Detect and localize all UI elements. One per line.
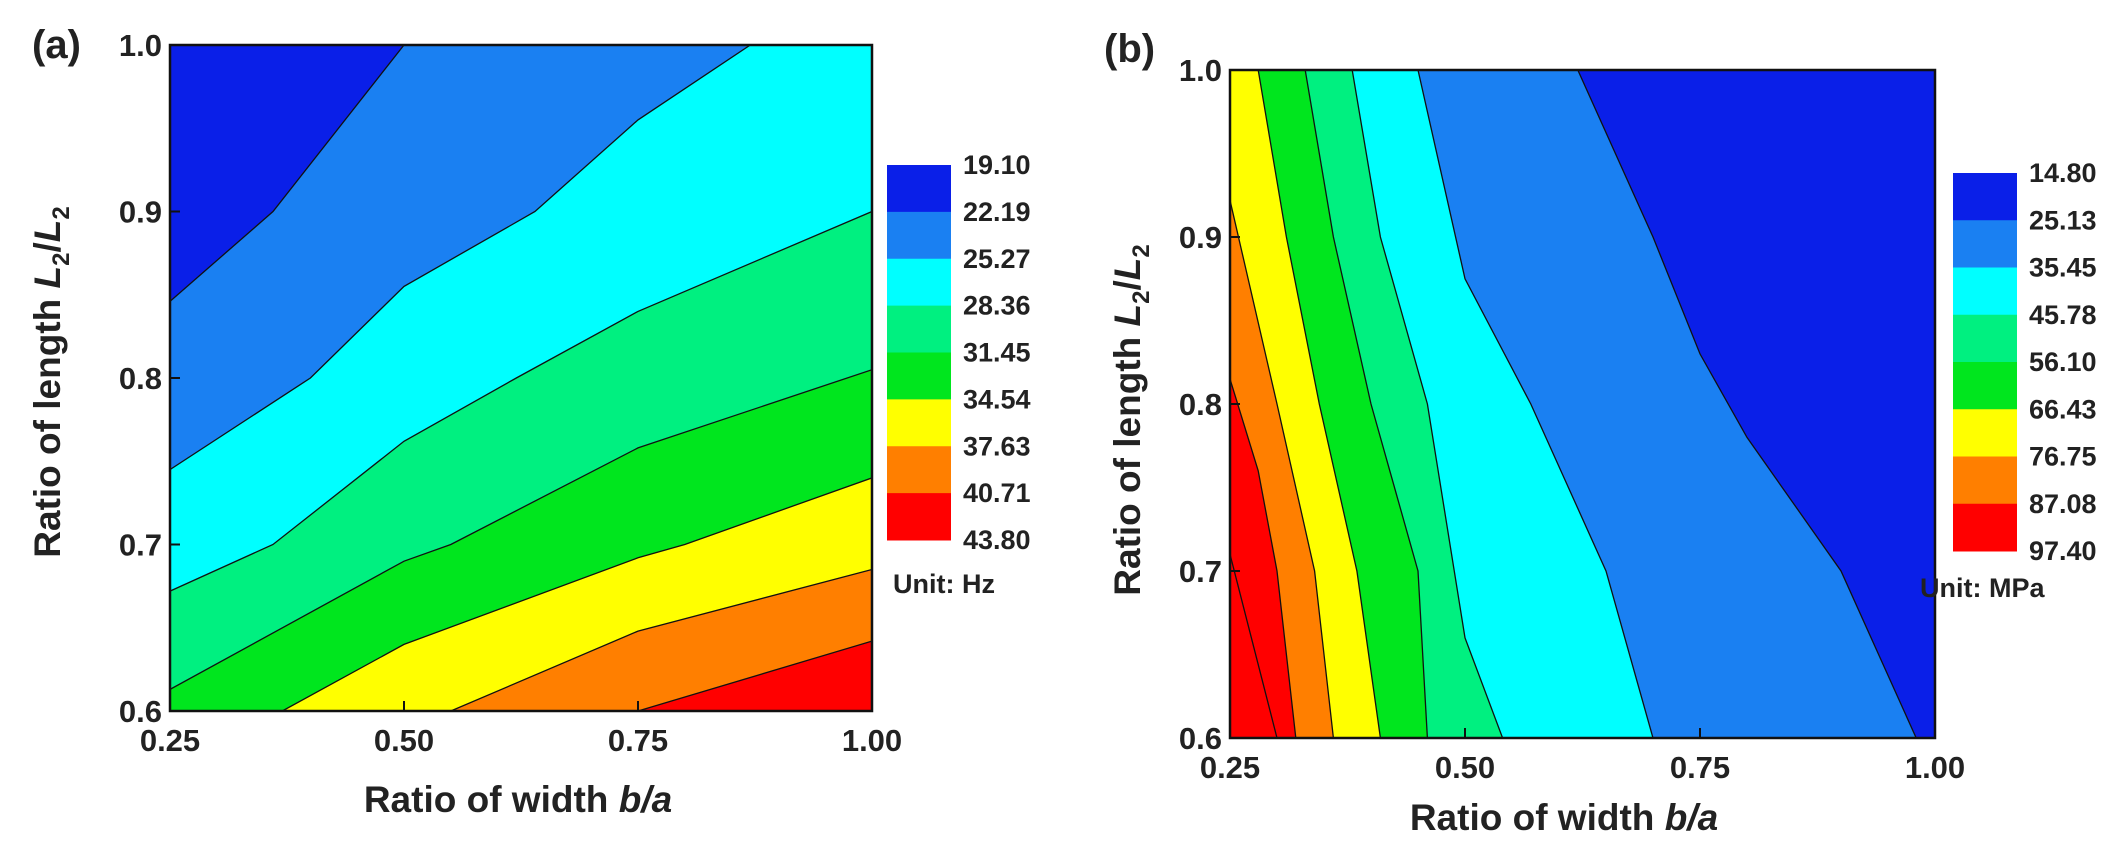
y-tick-label: 0.7 [119, 528, 162, 563]
y-tick-label: 1.0 [1179, 53, 1222, 88]
colorbar-label: 37.63 [963, 431, 1031, 461]
colorbar-label: 40.71 [963, 478, 1031, 508]
contour-band-2 [170, 45, 872, 470]
contour-lines [1230, 70, 1917, 738]
colorbar-label: 31.45 [963, 338, 1031, 368]
colorbar-label: 87.08 [2029, 489, 2097, 519]
contour-line-1 [1417, 70, 1654, 738]
colorbar-swatch [887, 446, 951, 494]
colorbar-label: 66.43 [2029, 394, 2097, 424]
colorbar-swatch [1953, 503, 2017, 552]
y-tick-label: 1.0 [119, 28, 162, 63]
y-tick-label: 0.8 [119, 361, 162, 396]
y-tick-label: 0.7 [1179, 554, 1222, 589]
colorbar-label: 76.75 [2029, 442, 2097, 472]
ticks-a: 0.25 0.50 0.75 1.00 0.6 0.7 0.8 0.9 1.0 [119, 28, 902, 758]
colorbar-swatch [1953, 173, 2017, 221]
panel-a: (a) 0.25 0.50 0.75 1.00 0.6 0.7 0.8 0.9 1.0 Rati… [27, 23, 1031, 820]
colorbar-swatch [1953, 220, 2017, 268]
contour-line-6 [637, 640, 872, 711]
colorbar-swatch [1953, 314, 2017, 363]
panel-b: (b) 0.25 0.50 0.75 1.00 0.6 0.7 0.8 0.9 1.0 Rati… [1104, 27, 2097, 838]
colorbar-swatch [887, 352, 951, 400]
contour-lines [170, 45, 872, 711]
ticks-b: 0.25 0.50 0.75 1.00 0.6 0.7 0.8 0.9 1.0 [1179, 53, 1965, 785]
x-tick-label: 1.00 [1905, 750, 1965, 785]
x-axis-label-b: Ratio of width b/a [1410, 797, 1718, 838]
panel-label-b: (b) [1104, 27, 1155, 71]
x-axis-label-a: Ratio of width b/a [364, 779, 672, 820]
x-tick-label: 0.75 [1670, 750, 1730, 785]
colorbar-swatch [1953, 362, 2017, 410]
panel-label-a: (a) [32, 23, 81, 67]
colorbar-b: 14.80 25.13 35.45 45.78 56.10 66.43 76.75 87.08… [1953, 158, 2097, 566]
colorbar-label: 25.13 [2029, 205, 2097, 235]
contour-band-1 [170, 45, 872, 302]
x-tick-label: 0.75 [608, 723, 668, 758]
colorbar-swatch [887, 493, 951, 541]
colorbar-a: 19.10 22.19 25.27 28.36 31.45 34.54 37.63 40.71… [887, 150, 1031, 555]
colorbar-label: 35.45 [2029, 253, 2097, 283]
plot-area-a [168, 43, 874, 713]
y-axis-label-b: Ratio of length L2/L2 [1107, 244, 1155, 595]
y-axis-label-a: Ratio of length L2/L2 [27, 206, 75, 557]
colorbar-swatch [887, 165, 951, 213]
colorbar-swatch [887, 211, 951, 260]
contour-regions [1230, 70, 1935, 738]
colorbar-swatch [1953, 409, 2017, 457]
contour-line-2 [170, 210, 872, 592]
colorbar-label: 43.80 [963, 525, 1031, 555]
y-tick-label: 0.9 [119, 195, 162, 230]
plot-area-b [1228, 68, 1937, 740]
x-tick-label: 0.25 [140, 723, 200, 758]
colorbar-swatch [887, 258, 951, 307]
contour-line-6 [1230, 378, 1297, 738]
contour-line-1 [170, 45, 751, 471]
unit-label-a: Unit: Hz [893, 569, 995, 599]
colorbar-swatch [887, 399, 951, 447]
contour-line-0 [1577, 70, 1917, 738]
x-tick-label: 1.00 [842, 723, 902, 758]
contour-line-2 [1351, 70, 1504, 738]
contour-line-5 [450, 568, 872, 711]
contour-line-4 [281, 477, 872, 711]
y-tick-label: 0.6 [1179, 721, 1222, 756]
contour-line-5 [1230, 200, 1335, 738]
contour-line-3 [1304, 70, 1429, 738]
y-tick-label: 0.6 [119, 694, 162, 729]
colorbar-label: 19.10 [963, 150, 1031, 180]
colorbar-label: 45.78 [2029, 300, 2097, 330]
contour-band-8 [1230, 70, 1277, 738]
colorbar-label: 97.40 [2029, 536, 2097, 566]
contour-line-0 [170, 45, 405, 302]
contour-regions [170, 45, 872, 711]
colorbar-label: 25.27 [963, 244, 1031, 274]
x-tick-label: 0.50 [1435, 750, 1495, 785]
contour-line-3 [170, 369, 872, 690]
contour-line-7 [1230, 554, 1278, 738]
colorbar-label: 56.10 [2029, 347, 2097, 377]
colorbar-swatch [1953, 267, 2017, 316]
colorbar-swatch [1953, 456, 2017, 505]
colorbar-label: 22.19 [963, 197, 1031, 227]
colorbar-swatch [887, 305, 951, 353]
colorbar-label: 14.80 [2029, 158, 2097, 188]
colorbar-label: 34.54 [963, 384, 1031, 414]
y-tick-label: 0.9 [1179, 220, 1222, 255]
contour-line-4 [1257, 70, 1382, 738]
x-tick-label: 0.50 [374, 723, 434, 758]
x-tick-label: 0.25 [1200, 750, 1260, 785]
colorbar-label: 28.36 [963, 291, 1031, 321]
unit-label-b: Unit: MPa [1920, 573, 2045, 603]
contour-band-7 [1230, 70, 1296, 738]
y-tick-label: 0.8 [1179, 387, 1222, 422]
